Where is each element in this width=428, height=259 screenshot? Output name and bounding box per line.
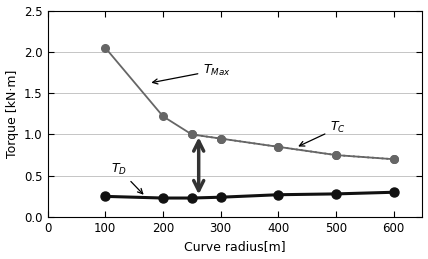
Text: $T_{D}$: $T_{D}$	[111, 162, 143, 194]
Text: $T_{Max}$: $T_{Max}$	[153, 62, 231, 84]
X-axis label: Curve radius[m]: Curve radius[m]	[184, 240, 286, 254]
Y-axis label: Torque [kN·m]: Torque [kN·m]	[6, 70, 18, 158]
Text: $T_{C}$: $T_{C}$	[299, 120, 346, 146]
